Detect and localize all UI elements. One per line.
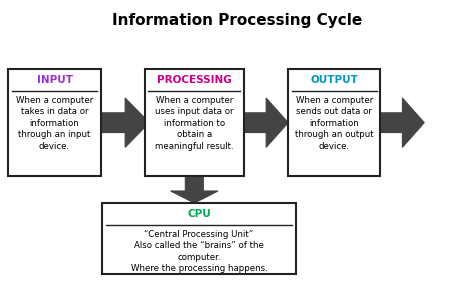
Bar [288,69,380,176]
Bar [102,203,296,274]
Text: When a computer
sends out data or
information
through an output
device.: When a computer sends out data or inform… [295,96,374,151]
Text: OUTPUT: OUTPUT [310,75,358,85]
Text: When a computer
uses input data or
information to
obtain a
meaningful result.: When a computer uses input data or infor… [155,96,234,151]
Polygon shape [101,98,149,147]
Text: INPUT: INPUT [36,75,73,85]
Text: When a computer
takes in data or
information
through an input
device.: When a computer takes in data or informa… [16,96,93,151]
Text: CPU: CPU [187,209,211,219]
Bar [8,69,100,176]
Text: PROCESSING: PROCESSING [157,75,232,85]
Polygon shape [381,98,424,147]
Bar [145,69,244,176]
Text: Information Processing Cycle: Information Processing Cycle [112,13,362,28]
Polygon shape [171,176,218,203]
Text: “Central Processing Unit”
Also called the “brains” of the
computer.
Where the pr: “Central Processing Unit” Also called th… [131,230,267,273]
Polygon shape [244,98,288,147]
